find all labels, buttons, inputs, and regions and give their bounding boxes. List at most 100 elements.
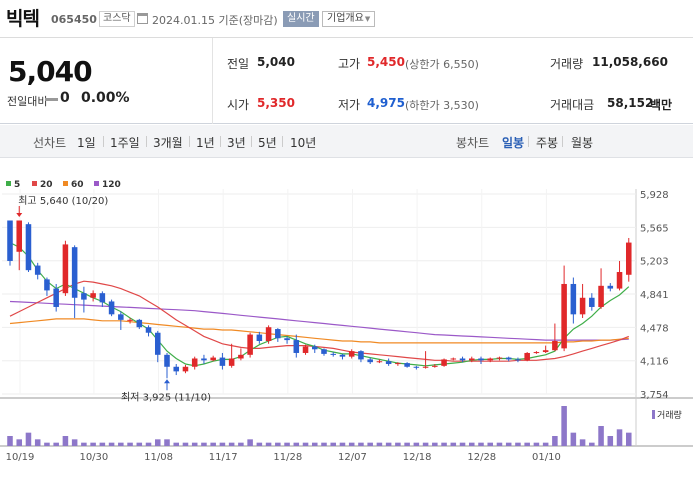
low-marker-head: [164, 379, 170, 384]
volume-bar: [136, 442, 143, 446]
period-3y[interactable]: 3년: [227, 136, 246, 150]
stock-code: 065450: [51, 13, 97, 26]
legend-ma5-label: 5: [14, 180, 21, 190]
volume-bar: [542, 442, 549, 446]
volume-bar: [404, 442, 410, 446]
amount-label: 거래대금: [550, 98, 595, 112]
candle-body: [348, 351, 355, 357]
period-5y[interactable]: 5년: [258, 136, 277, 150]
candle-body: [579, 297, 586, 315]
candle-body: [505, 357, 512, 360]
volume-value: 11,058,660: [592, 55, 668, 69]
x-tick-label: 12/07: [338, 452, 367, 463]
separator: [103, 136, 104, 147]
candle-weekly[interactable]: 주봉: [536, 136, 559, 150]
candle-body: [228, 358, 235, 366]
volume-bar: [598, 426, 604, 446]
period-1y[interactable]: 1년: [196, 136, 215, 150]
candle-body: [164, 354, 170, 367]
price-chart[interactable]: 5,928 5,565 5,203 4,841 4,478 4,116 3,754 10/19…: [0, 158, 693, 477]
volume-bar: [90, 442, 96, 446]
candle-body: [302, 346, 309, 353]
volume-bar: [395, 442, 401, 446]
period-1w[interactable]: 1주일: [110, 136, 140, 150]
volume-bar: [44, 442, 50, 446]
volume-legend-label: 거래량: [657, 411, 682, 421]
candle-body: [275, 329, 281, 339]
volume-bar: [247, 439, 253, 446]
high-marker-head: [16, 213, 23, 217]
candle-body: [136, 319, 143, 328]
y-tick-label: 4,841: [640, 290, 669, 301]
candle-body: [589, 297, 595, 307]
y-tick-label: 5,203: [640, 257, 669, 268]
separator: [562, 136, 563, 147]
separator: [146, 136, 147, 147]
volume-bar: [413, 442, 420, 446]
candle-body: [118, 314, 124, 320]
candle-body: [598, 285, 604, 307]
change-percent: 0.00%: [81, 90, 130, 106]
stock-name: 빅텍: [6, 8, 40, 30]
volume-bar: [53, 442, 59, 446]
candle-body: [441, 359, 447, 366]
candle-chart-label[interactable]: 봉차트: [456, 136, 490, 150]
candle-body: [533, 352, 540, 354]
y-tick-label: 4,478: [640, 323, 669, 334]
volume-bar: [302, 442, 309, 446]
candle-body: [487, 358, 494, 361]
line-chart-label[interactable]: 선차트: [33, 136, 67, 150]
candle-body: [210, 357, 216, 361]
volume-bar: [358, 442, 364, 446]
candle-body: [201, 358, 207, 361]
stock-header: 빅텍 065450 코스닥 2024.01.15 기준(장마감) 실시간 기업개…: [0, 0, 693, 38]
open-label: 시가: [227, 98, 250, 112]
company-overview-button[interactable]: 기업개요▼: [322, 11, 376, 27]
candle-body: [238, 354, 244, 359]
volume-bar: [561, 406, 567, 446]
x-tick-label: 10/30: [79, 452, 108, 463]
legend-ma20: 20: [32, 180, 53, 190]
candle-body: [385, 361, 392, 365]
change-label: 전일대비: [7, 95, 48, 108]
candle-body: [468, 358, 475, 361]
candle-body: [25, 224, 32, 271]
candle-body: [413, 366, 420, 368]
volume-bar: [201, 442, 207, 446]
volume-bar: [71, 439, 78, 446]
candle-body: [219, 357, 226, 366]
period-3m[interactable]: 3개월: [153, 136, 183, 150]
volume-bar: [459, 442, 466, 446]
volume-bar: [487, 442, 494, 446]
volume-bar: [238, 442, 244, 446]
volume-legend: 거래량: [652, 408, 682, 421]
candle-monthly[interactable]: 월봉: [571, 136, 594, 150]
volume-bar: [182, 442, 189, 446]
volume-bar: [256, 442, 263, 446]
candle-body: [284, 338, 290, 341]
candle-daily[interactable]: 일봉: [502, 136, 525, 150]
volume-bar: [533, 442, 540, 446]
volume-bar: [118, 442, 124, 446]
candle-body: [191, 358, 198, 367]
period-1d[interactable]: 1일: [77, 136, 96, 150]
low-annotation: 최저 3,925 (11/10): [121, 391, 211, 403]
company-overview-label: 기업개요: [327, 13, 364, 24]
prev-close-label: 전일: [227, 57, 250, 71]
candle-body: [81, 293, 87, 300]
volume-bar: [275, 442, 281, 446]
volume-bar: [570, 432, 577, 446]
volume-bar: [607, 436, 614, 446]
period-10y[interactable]: 10년: [290, 136, 317, 150]
candle-body: [367, 359, 373, 363]
realtime-button[interactable]: 실시간: [283, 11, 319, 27]
volume-bar: [16, 439, 23, 446]
high-value: 5,450: [367, 55, 405, 69]
volume-label: 거래량: [550, 57, 584, 71]
period-selector: 선차트 1일 1주일 3개월 1년 3년 5년 10년 봉차트 일봉 주봉 월봉: [0, 125, 693, 158]
volume-bar: [173, 442, 180, 446]
legend-ma60: 60: [63, 180, 84, 190]
ma60-swatch: [63, 181, 68, 186]
volume-bar: [441, 442, 447, 446]
candle-body: [496, 357, 503, 359]
